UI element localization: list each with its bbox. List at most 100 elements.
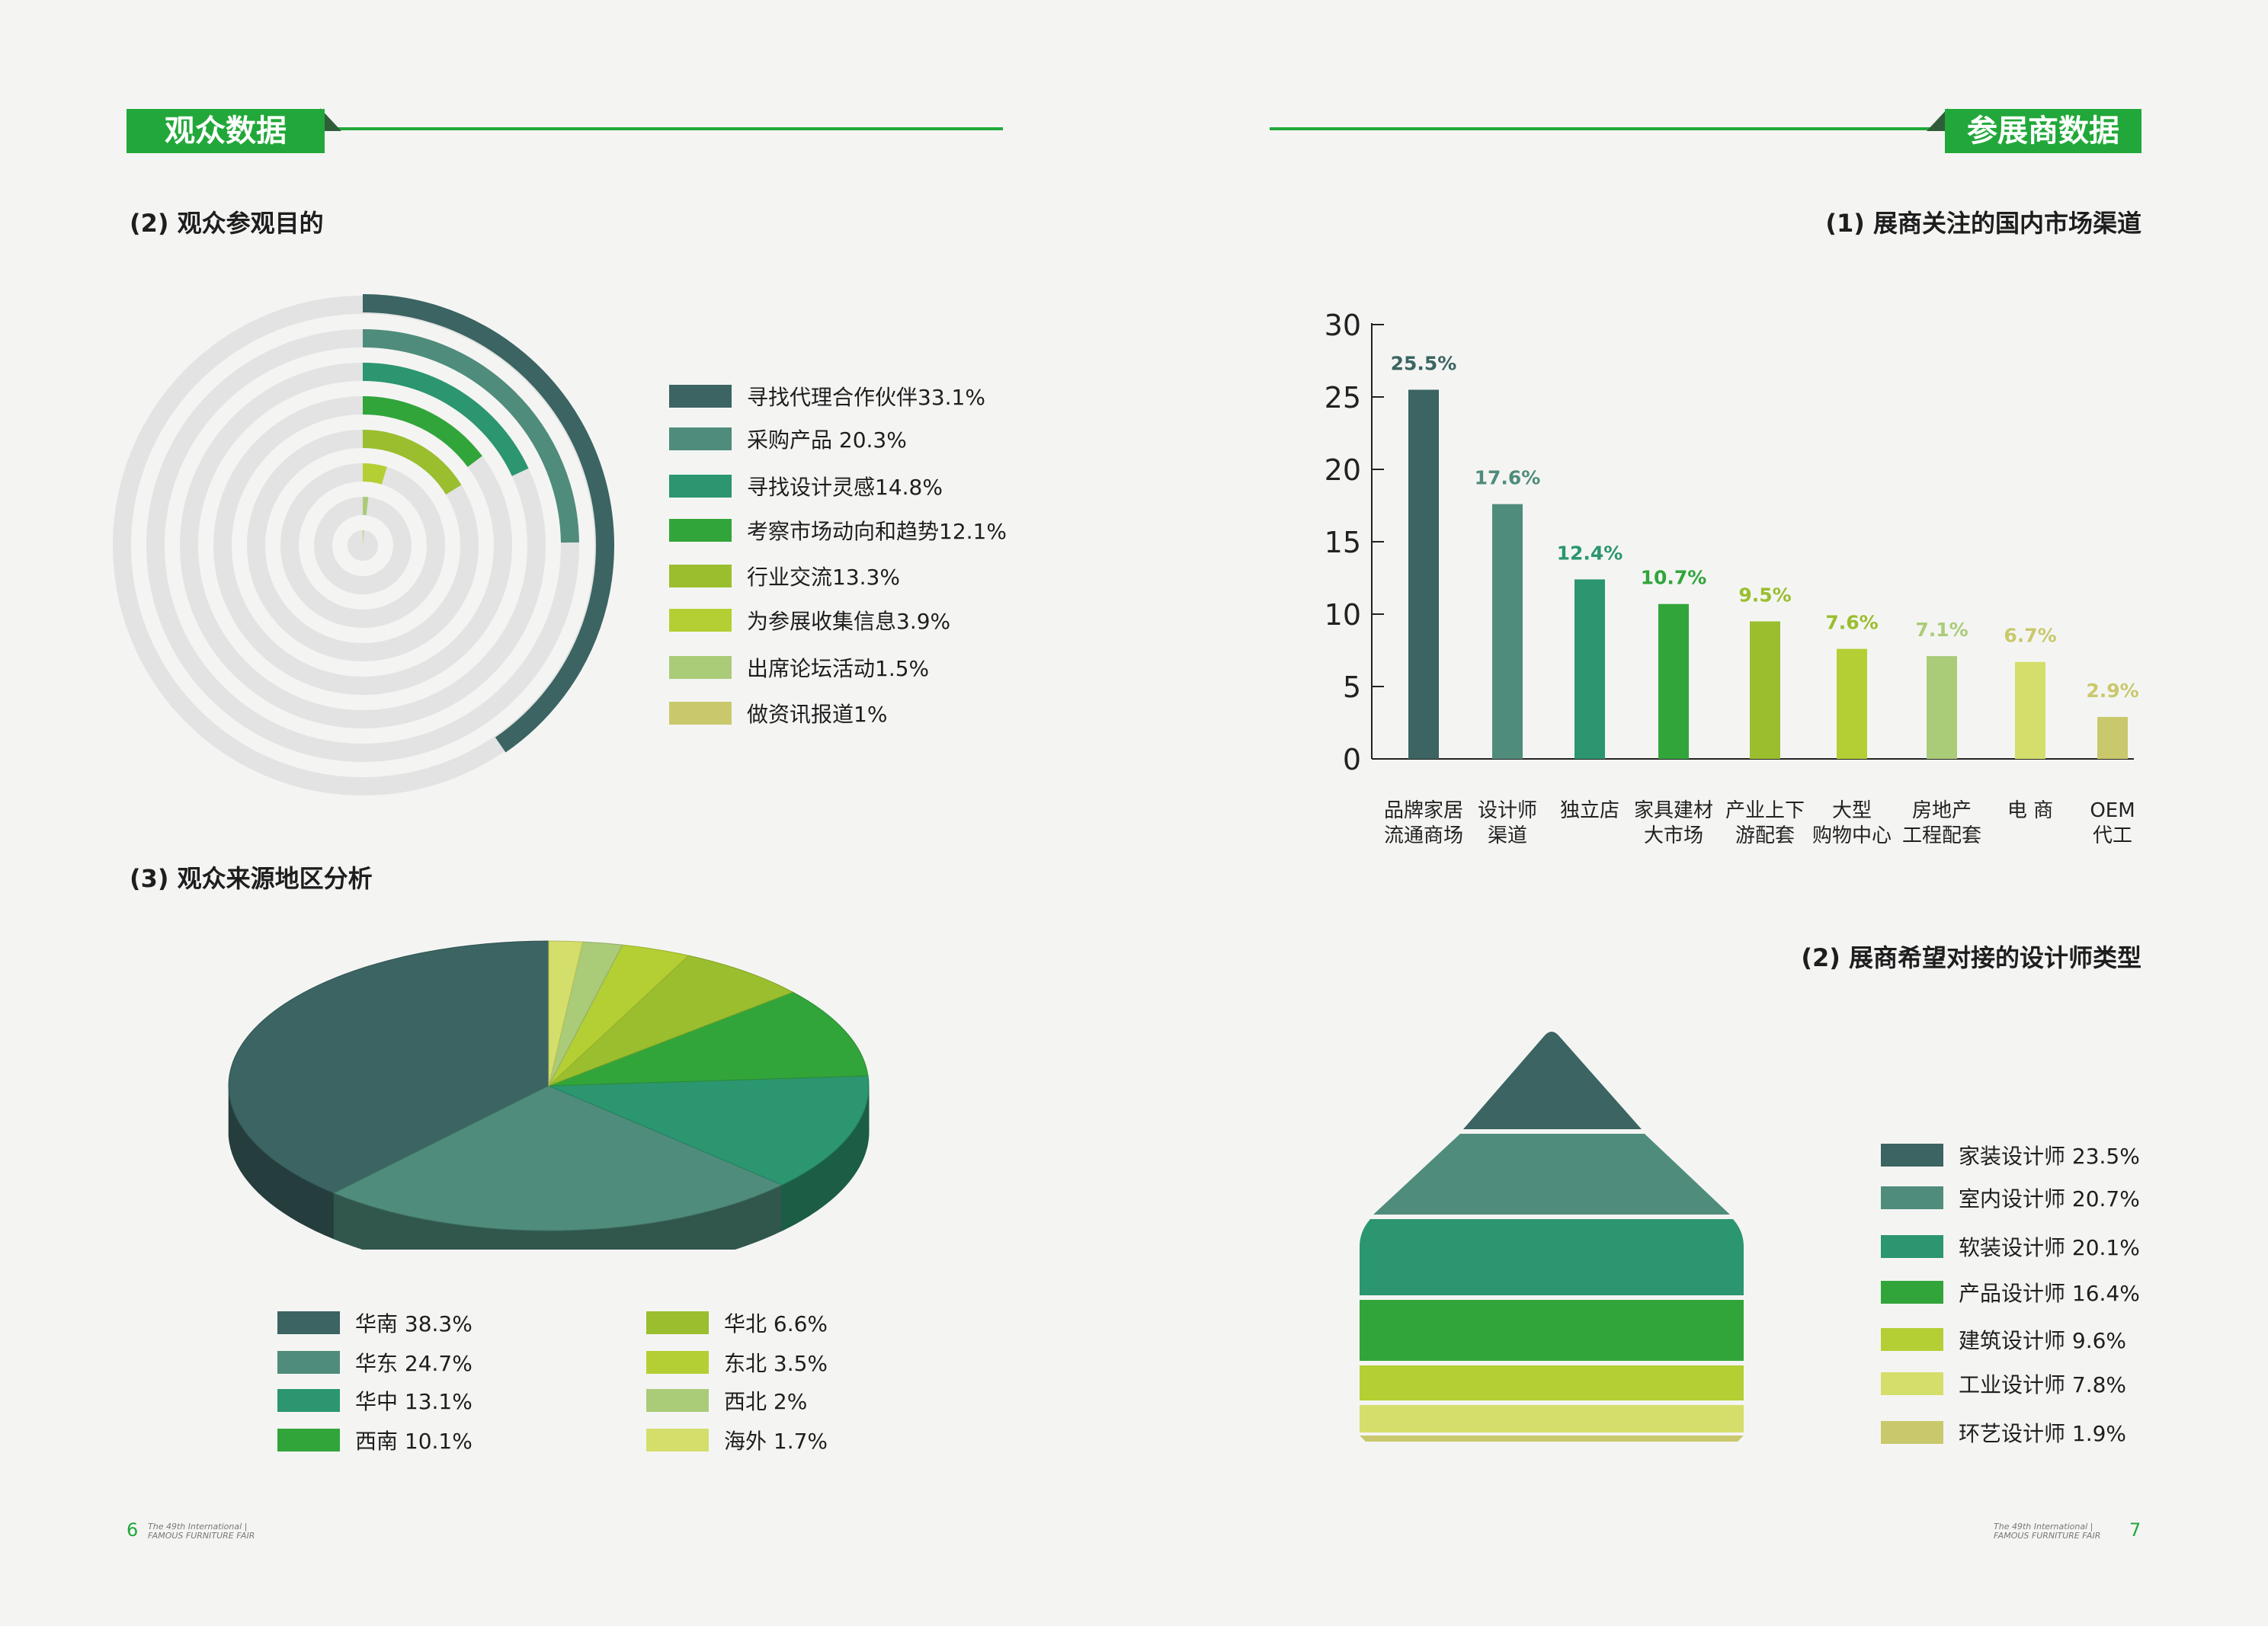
legend-label: 西南 10.1% <box>355 1429 472 1454</box>
x-tick-label: 房地产 <box>1912 799 1972 822</box>
pyramid-band <box>1360 1300 1744 1361</box>
radial-bar-chart <box>113 294 614 795</box>
right-section-rule <box>1270 127 1945 130</box>
bar <box>1492 504 1523 759</box>
x-tick-label: OEM <box>2090 799 2135 822</box>
pyramid-legend-item: 软装设计师 20.1% <box>1881 1231 2140 1262</box>
pie-slice <box>548 1075 870 1186</box>
y-tick-label: 5 <box>1343 671 1361 704</box>
legend-swatch <box>277 1351 340 1374</box>
legend-label: 华南 38.3% <box>355 1311 472 1336</box>
legend-swatch <box>669 565 732 587</box>
right-brand-mark: The 49th International | FAMOUS FURNITUR… <box>1994 1522 2101 1541</box>
legend-label: 寻找设计灵感14.8% <box>747 475 943 500</box>
legend-label: 寻找代理合作伙伴33.1% <box>747 385 985 410</box>
pyramid-legend-item: 家装设计师 23.5% <box>1881 1140 2140 1170</box>
bar-chart-title: (1) 展商关注的国内市场渠道 <box>1825 209 2141 238</box>
pyramid-legend-item: 工业设计师 7.8% <box>1881 1368 2126 1399</box>
bar-value-label: 2.9% <box>2086 680 2138 702</box>
x-tick-label: 设计师 <box>1478 799 1537 822</box>
legend-label: 采购产品 20.3% <box>747 427 907 453</box>
pie-slice <box>333 1085 783 1231</box>
pyramid-legend-item: 环艺设计师 1.9% <box>1881 1417 2126 1448</box>
bar-value-label: 6.7% <box>2004 625 2056 647</box>
legend-swatch <box>669 427 732 450</box>
pyramid-band <box>1373 1134 1730 1215</box>
radial-bar <box>362 430 462 495</box>
left-section-title: 观众数据 <box>127 109 325 153</box>
x-tick-label: 大型 <box>1832 799 1872 822</box>
y-tick-label: 20 <box>1325 453 1361 487</box>
bar <box>2097 716 2128 759</box>
legend-swatch <box>669 475 732 498</box>
pyramid-legend-item: 产品设计师 16.4% <box>1881 1277 2140 1308</box>
bar-value-label: 25.5% <box>1391 353 1457 375</box>
bar-value-label: 17.6% <box>1475 467 1541 489</box>
radial-legend-item: 寻找代理合作伙伴33.1% <box>669 381 985 411</box>
x-tick-label: 代工 <box>2093 824 2132 847</box>
pie-slice <box>548 991 869 1087</box>
bar-value-label: 7.6% <box>1825 612 1878 634</box>
radial-bar <box>362 463 387 485</box>
legend-swatch <box>669 702 732 725</box>
legend-swatch <box>1881 1421 1943 1444</box>
bar <box>1574 579 1605 759</box>
legend-label: 软装设计师 20.1% <box>1959 1235 2140 1260</box>
legend-swatch <box>669 609 732 632</box>
x-tick-label: 产业上下 <box>1725 799 1805 822</box>
bar <box>1408 389 1439 759</box>
left-section-tag-notch <box>320 108 341 131</box>
legend-swatch <box>646 1311 709 1334</box>
legend-swatch <box>646 1351 709 1374</box>
legend-swatch <box>1881 1186 1943 1209</box>
legend-swatch <box>646 1429 709 1452</box>
pyramid-chart-title: (2) 展商希望对接的设计师类型 <box>1801 943 2141 972</box>
left-brand-mark: The 49th International | FAMOUS FURNITUR… <box>148 1522 255 1541</box>
pyramid-band <box>1463 1032 1642 1129</box>
right-section-title: 参展商数据 <box>1945 109 2141 153</box>
legend-label: 为参展收集信息3.9% <box>747 609 951 634</box>
bar <box>1750 621 1780 759</box>
left-page-number: 6 <box>127 1519 139 1541</box>
bar <box>1658 603 1689 759</box>
legend-label: 环艺设计师 1.9% <box>1959 1421 2127 1446</box>
x-tick-label: 品牌家居 <box>1384 799 1463 822</box>
y-tick-label: 10 <box>1325 598 1361 632</box>
x-tick-label: 家具建材 <box>1634 799 1713 822</box>
radial-chart-title: (2) 观众参观目的 <box>130 209 324 238</box>
legend-label: 海外 1.7% <box>724 1429 828 1454</box>
radial-bar <box>362 294 614 753</box>
legend-swatch <box>1881 1281 1943 1304</box>
x-tick-label: 电 商 <box>2007 799 2053 822</box>
radial-bar <box>362 396 482 467</box>
x-tick-label: 工程配套 <box>1902 824 1981 847</box>
legend-label: 室内设计师 20.7% <box>1959 1186 2140 1211</box>
x-tick-label: 渠道 <box>1488 824 1527 847</box>
legend-label: 西北 2% <box>724 1389 808 1414</box>
radial-legend-item: 考察市场动向和趋势12.1% <box>669 515 1007 546</box>
legend-swatch <box>669 656 732 679</box>
bar <box>1927 656 1957 759</box>
legend-label: 行业交流13.3% <box>747 565 900 590</box>
pyramid-band <box>1360 1365 1744 1400</box>
y-tick-label: 25 <box>1325 381 1361 415</box>
legend-swatch <box>277 1311 340 1334</box>
pie-legend-item: 华北 6.6% <box>646 1308 828 1338</box>
pie-legend-item: 华南 38.3% <box>277 1308 472 1338</box>
pie-legend-item: 华中 13.1% <box>277 1385 472 1416</box>
legend-swatch <box>669 385 732 408</box>
pyramid-legend-item: 建筑设计师 9.6% <box>1881 1324 2126 1355</box>
pie-chart-title: (3) 观众来源地区分析 <box>130 864 373 893</box>
pie-legend-item: 海外 1.7% <box>646 1425 828 1455</box>
legend-swatch <box>1881 1144 1943 1167</box>
legend-swatch <box>1881 1235 1943 1258</box>
bar <box>1837 648 1867 759</box>
pyramid-band <box>1360 1405 1744 1432</box>
pyramid-chart <box>1360 1032 1744 1442</box>
right-section-tag-notch <box>1927 108 1948 131</box>
legend-swatch <box>669 519 732 542</box>
bar <box>2015 661 2045 759</box>
pie-legend-item: 华东 24.7% <box>277 1347 472 1378</box>
pie-chart-3d <box>228 940 870 1250</box>
